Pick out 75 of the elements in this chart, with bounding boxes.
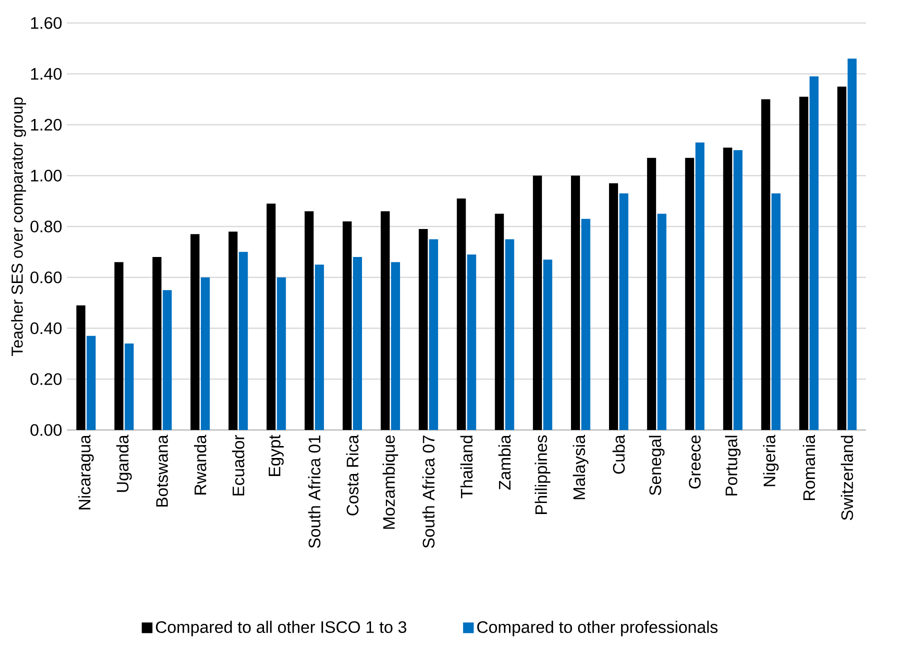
bar xyxy=(772,193,781,430)
bar xyxy=(494,214,504,430)
y-tick-label: 0.80 xyxy=(30,220,62,232)
y-tick-label: 1.20 xyxy=(31,118,62,131)
bar xyxy=(657,214,666,430)
x-tick-label: Rwanda xyxy=(194,434,206,494)
x-tick-label: Costa Rica xyxy=(346,434,358,516)
y-tick-label: 0.60 xyxy=(30,271,62,284)
y-tick-label: 1.40 xyxy=(31,68,62,80)
bar xyxy=(86,336,96,430)
bar xyxy=(228,232,238,430)
bar xyxy=(418,229,428,430)
x-tick-label: Romania xyxy=(802,434,816,500)
x-tick-label: Senegal xyxy=(648,436,664,496)
bar xyxy=(352,257,362,430)
x-tick-label: Philippines xyxy=(534,435,550,514)
bar xyxy=(685,158,694,430)
y-tick-label: 1.60 xyxy=(31,17,62,29)
bar xyxy=(190,234,200,430)
bar xyxy=(314,264,324,430)
bar xyxy=(570,176,580,430)
bar xyxy=(238,252,248,430)
y-tick-label: 1.00 xyxy=(31,170,62,182)
x-tick-label: Uganda xyxy=(116,434,132,492)
x-tick-label: Greece xyxy=(688,435,701,489)
x-tick-label: Thailand xyxy=(460,436,473,498)
bar xyxy=(162,290,172,430)
x-tick-label: Botswana xyxy=(156,434,168,507)
legend-label: Compared to other professionals xyxy=(477,620,718,636)
bar xyxy=(114,262,124,430)
bar xyxy=(505,239,514,430)
x-tick-label: Cuba xyxy=(612,434,625,474)
bar xyxy=(848,58,857,430)
x-tick-label: South Africa 07 xyxy=(422,436,435,548)
bar xyxy=(152,257,162,430)
x-tick-label: Egypt xyxy=(268,434,284,476)
y-tick-label: 0.40 xyxy=(30,322,62,334)
bar xyxy=(799,96,808,430)
bar xyxy=(695,142,704,430)
legend-label: Compared to all other ISCO 1 to 3 xyxy=(156,620,406,636)
bar xyxy=(304,211,314,430)
x-tick-label: Malaysia xyxy=(572,434,588,500)
x-tick-label: Ecuador xyxy=(232,435,244,496)
bar xyxy=(837,86,846,430)
x-tick-label: Mozambique xyxy=(382,435,398,529)
bar xyxy=(391,262,400,430)
x-tick-label: Switzerland xyxy=(840,436,854,520)
bar xyxy=(467,254,476,430)
bar xyxy=(761,99,770,430)
bar xyxy=(429,239,438,430)
x-tick-label: South Africa 01 xyxy=(308,436,320,548)
bar xyxy=(581,218,590,430)
bar xyxy=(380,211,390,430)
bar xyxy=(609,183,618,430)
bar xyxy=(723,148,732,430)
bar xyxy=(76,305,86,430)
bar xyxy=(543,260,552,430)
bar xyxy=(619,193,628,430)
x-tick-label: Nigeria xyxy=(763,434,779,486)
y-tick-label: 0.00 xyxy=(30,424,62,436)
x-tick-label: Zambia xyxy=(498,434,511,490)
y-axis-title: Teacher SES over comparator group xyxy=(11,97,26,356)
bar xyxy=(200,277,210,430)
x-tick-label: Nicaragua xyxy=(78,434,94,510)
bar xyxy=(456,198,466,430)
bar xyxy=(266,204,276,430)
bar xyxy=(124,344,134,430)
bar xyxy=(532,176,542,430)
bar xyxy=(276,277,286,430)
x-tick-label: Portugal xyxy=(725,436,741,496)
y-tick-label: 0.20 xyxy=(30,373,62,386)
bar xyxy=(647,158,656,430)
bar xyxy=(342,221,352,430)
bar xyxy=(733,150,742,430)
bar xyxy=(810,76,819,430)
